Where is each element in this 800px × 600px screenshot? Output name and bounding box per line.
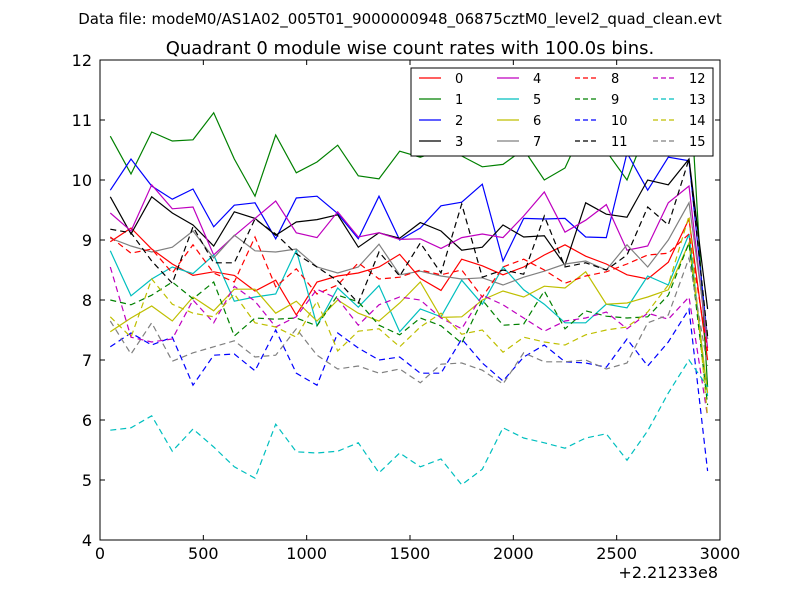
series-line-15 [109,255,709,385]
legend-label-13: 13 [689,93,706,108]
legend-label-8: 8 [611,72,619,87]
y-tick-label: 9 [82,231,92,250]
series-line-9 [110,242,709,406]
y-tick-label: 7 [82,351,92,370]
x-tick-label: 1500 [390,544,431,563]
legend-label-4: 4 [533,72,541,87]
legend-label-0: 0 [455,72,463,87]
legend-label-2: 2 [455,114,463,129]
y-tick-label: 5 [82,471,92,490]
y-tick-label: 8 [82,291,92,310]
series-line-6 [109,240,709,394]
series-line-12 [109,266,709,418]
x-tick-label: 2500 [596,544,637,563]
x-tick-label: 2000 [493,544,534,563]
plot-lines [109,68,709,486]
y-tick-label: 12 [72,51,92,70]
legend-label-5: 5 [533,93,541,108]
series-line-5 [109,233,709,397]
x-tick-label: 3000 [700,544,741,563]
legend-label-14: 14 [689,114,706,129]
x-tick-label: 1000 [286,544,327,563]
series-line-11 [110,158,709,337]
legend-label-1: 1 [455,93,463,108]
x-tick-label: 500 [188,544,219,563]
x-axis-offset-label: +2.21233e8 [618,563,718,582]
series-line-3 [109,157,709,310]
legend-label-15: 15 [689,135,706,150]
series-line-2 [109,151,709,340]
y-tick-label: 11 [72,111,92,130]
series-line-8 [109,232,709,352]
series-line-4 [109,183,709,349]
legend-label-9: 9 [611,93,619,108]
legend-label-7: 7 [533,135,541,150]
y-tick-label: 6 [82,411,92,430]
chart-title: Quadrant 0 module wise count rates with … [166,38,655,59]
legend-label-3: 3 [455,135,463,150]
y-tick-label: 4 [82,531,92,550]
figure-suptitle: Data file: modeM0/AS1A02_005T01_90000009… [78,10,722,29]
x-tick-label: 0 [95,544,105,563]
series-line-10 [109,307,709,472]
legend-label-12: 12 [689,72,706,87]
legend-label-11: 11 [611,135,628,150]
series-line-14 [109,215,709,418]
y-tick-label: 10 [72,171,92,190]
legend-label-10: 10 [611,114,628,129]
series-line-13 [110,358,709,486]
legend-label-6: 6 [533,114,541,129]
